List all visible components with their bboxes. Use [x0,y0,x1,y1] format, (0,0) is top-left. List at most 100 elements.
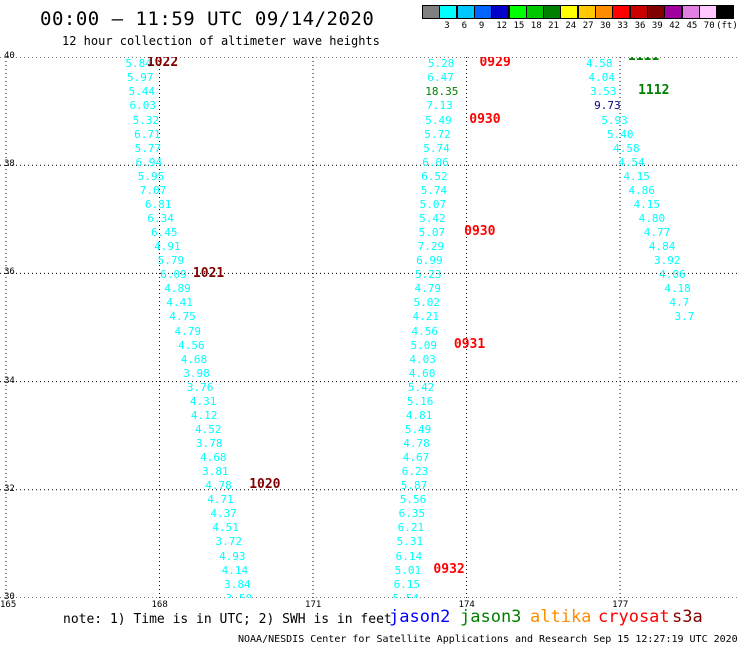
wave-height-value: 5.28 [427,57,455,71]
wave-height-value: 4.91 [154,240,181,254]
wave-height-value: 4.79 [174,324,202,338]
pass-time-label: 1020 [249,477,281,493]
wave-height-value: 5.31 [396,535,424,549]
pass-time-label: 0930 [464,224,496,240]
wave-height-value: 4.80 [638,211,666,225]
wave-height-value: 7.07 [139,183,167,197]
wave-height-value: 5.49 [425,113,452,127]
satellite-jason3: jason3 [460,607,522,627]
wave-height-value: 5.56 [399,493,427,507]
pass-time-label: 1021 [192,266,225,282]
legend-label: 36 [634,21,646,31]
wave-height-value: 4.03 [409,352,436,366]
legend-label: 12 [496,21,508,31]
legend-swatch [646,5,665,19]
legend-swatch [716,5,735,19]
wave-height-value: 6.03 [129,99,157,113]
legend-label: 42 [669,21,681,31]
legend-swatch [681,5,700,19]
wave-height-value: 6.34 [147,211,174,225]
pass-time-label: 0932 [433,561,465,577]
wave-height-value: 6.09 [160,268,187,282]
wave-height-value: 5.44 [128,85,155,99]
data-labels: 5.84 5.97 5.44 6.03 5.32 6.71 5.77 6.94 5.95 7.07… [0,57,740,598]
wave-height-value: 6.14 [395,549,423,563]
pass-time-label: 0930 [469,111,501,127]
wave-height-value: 3.81 [202,465,229,479]
lat-tick-label: 36 [4,267,15,278]
wave-height-value: 4.04 [588,71,616,85]
wave-height-value: 4.06 [659,268,686,282]
wave-height-value: 5.54 [393,593,420,598]
wave-height-value: 6.06 [422,155,449,169]
lon-tick-label: 177 [612,600,629,610]
wave-height-value: 5.97 [126,71,154,85]
wave-height-value: 6.35 [398,507,426,521]
wave-height-value: 4.79 [414,282,442,296]
wave-height-value: 5.42 [419,211,446,225]
wave-height-value: 4.58 [585,57,613,71]
lat-tick-label: 30 [4,592,15,602]
grid-lines [0,57,740,598]
legend-swatch [595,5,613,19]
wave-height-value: 4.84 [648,240,676,254]
legend-label: 70 [703,21,715,31]
satellite-s3a: s3a [672,607,703,627]
wave-height-value: 4.78 [205,479,232,493]
legend-label: 45 [686,21,698,31]
wave-height-value: 5.16 [406,394,434,408]
lon-tick-label: 168 [151,600,168,610]
legend-swatch [629,5,648,19]
legend-swatch [612,5,631,19]
wave-height-value: 4.60 [408,366,436,380]
wave-height-value: 7.29 [417,240,445,254]
legend-swatch [456,5,475,19]
wave-height-value: 5.74 [423,141,450,155]
wave-height-value: 4.86 [628,183,655,197]
wave-height-value: 6.94 [135,155,163,169]
wave-height-value: 5.49 [404,422,432,436]
legend-label: 6 [461,21,468,31]
wave-height-value: 5.02 [413,296,441,310]
legend-label: 9 [478,21,485,31]
pass-time-label: 1112 [638,83,670,99]
legend-swatch [508,5,527,19]
wave-height-value: 5.42 [407,380,435,394]
wave-height-value: 5.01 [394,563,422,577]
legend-label: 30 [600,21,611,31]
wave-height-value: 4.41 [166,296,193,310]
wave-height-value: 4.58 [613,141,640,155]
wave-height-value: 3.53 [590,85,617,99]
wave-height-value: 5.40 [606,127,634,141]
lat-tick-label: 40 [4,51,15,61]
wave-height-value: 3.72 [215,535,242,549]
lat-tick-label: 34 [4,375,15,386]
wave-height-value: 4.15 [623,169,650,183]
wave-height-value: 4.18 [664,282,691,296]
wave-height-value: 9.73 [594,99,621,113]
wave-height-value: 5.09 [410,338,437,352]
wave-height-value: 4.52 [195,422,222,436]
wave-height-value: 6.81 [144,197,172,211]
wave-height-value: 6.23 [401,465,429,479]
legend-swatch [577,5,596,19]
wave-height-value: 3.7 [674,310,695,324]
wave-height-value: 4.31 [189,394,217,408]
wave-height-value: 6.21 [397,521,425,535]
legend-label: 21 [548,21,559,31]
legend-swatch [473,5,492,19]
wave-height-value: 5.84 [125,57,152,71]
wave-height-value: 4.7 [669,296,690,310]
wave-height-value: 3.92 [654,254,681,268]
wave-height-value: 3.78 [196,437,223,451]
legend-swatch [560,5,579,19]
satellite-altika: altika [530,607,592,627]
wave-height-value: 4.78 [403,437,430,451]
wave-height-value: 3.84 [224,577,251,591]
legend-label: 27 [582,21,594,31]
wave-height-value: 6.15 [393,577,421,591]
legend-label: 33 [617,21,629,31]
wave-height-value: 5.23 [415,268,442,282]
wave-height-value: 6.71 [134,127,161,141]
